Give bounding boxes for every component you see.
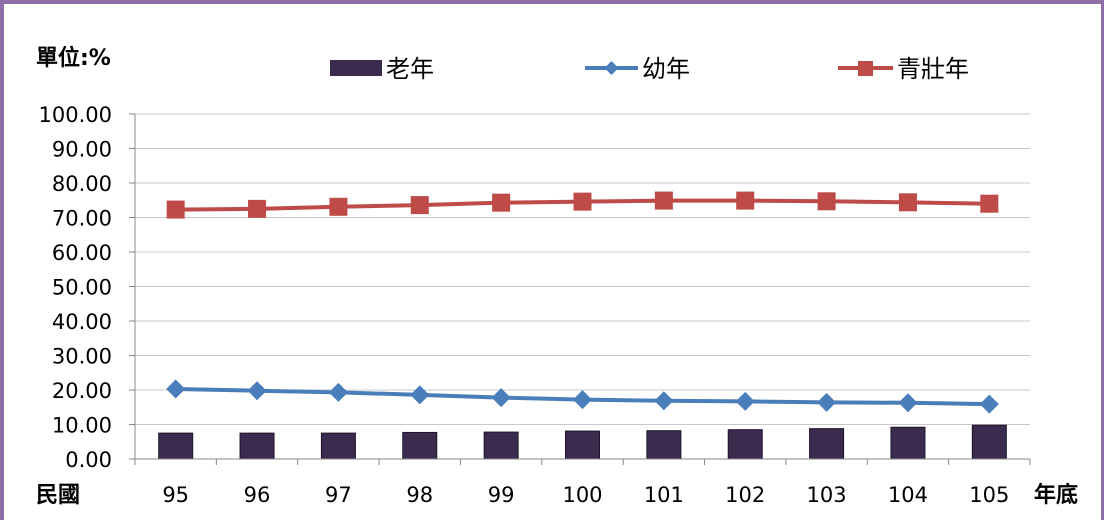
point-youth: [247, 381, 267, 401]
x-tick-label: 100: [562, 483, 602, 507]
point-working-age: [980, 194, 999, 213]
axes: [129, 113, 1031, 465]
legend-label-working-age: 青壯年: [897, 55, 969, 83]
x-prefix-label: 民國: [36, 483, 80, 508]
bar-elderly: [483, 431, 519, 460]
bar-elderly: [971, 424, 1007, 460]
x-tick-label: 95: [162, 483, 189, 507]
point-working-age: [166, 200, 185, 219]
legend-item-youth: 幼年: [585, 55, 690, 83]
tick-labels: 0.00 10.00 20.00 30.00 40.00 50.00 60.00 70.00 8…: [39, 103, 1010, 507]
point-youth: [898, 393, 918, 413]
y-tick-label: 30.00: [52, 345, 112, 369]
y-tick-label: 20.00: [52, 379, 112, 403]
point-youth: [491, 388, 511, 408]
legend-item-working-age: 青壯年: [838, 55, 969, 83]
legend-marker-youth: [604, 61, 619, 75]
point-youth: [328, 382, 348, 402]
lines-group: [166, 191, 999, 414]
legend: 老年 幼年 青壯年: [330, 55, 969, 83]
bar-elderly: [646, 430, 682, 460]
point-youth: [166, 379, 186, 399]
legend-swatch-elderly: [330, 60, 382, 76]
y-tick-label: 0.00: [65, 448, 112, 472]
point-youth: [573, 390, 592, 410]
x-tick-label: 101: [644, 483, 684, 507]
point-youth: [654, 391, 674, 411]
x-tick-label: 103: [807, 483, 847, 507]
legend-label-elderly: 老年: [386, 55, 434, 83]
point-working-age: [817, 192, 836, 211]
point-youth: [735, 391, 755, 411]
x-suffix-label: 年底: [1034, 482, 1078, 508]
bar-elderly: [402, 431, 438, 460]
legend-marker-working-age: [858, 61, 873, 76]
point-working-age: [248, 199, 267, 218]
point-working-age: [492, 193, 511, 212]
x-tick-label: 99: [488, 483, 515, 507]
point-working-age: [654, 191, 673, 210]
y-tick-label: 40.00: [52, 310, 112, 334]
bar-elderly: [320, 432, 356, 460]
bars-group: [158, 424, 1007, 460]
bar-elderly: [565, 430, 600, 460]
point-youth: [410, 385, 430, 405]
y-tick-label: 60.00: [52, 241, 112, 265]
y-tick-label: 50.00: [52, 276, 112, 300]
legend-label-youth: 幼年: [642, 55, 690, 83]
y-tick-label: 70.00: [52, 207, 112, 231]
x-tick-label: 104: [888, 483, 928, 507]
bar-elderly: [727, 429, 763, 460]
y-tick-label: 10.00: [52, 414, 112, 438]
x-tick-label: 105: [969, 483, 1009, 507]
grid-lines: [135, 113, 1030, 425]
x-tick-label: 102: [725, 483, 765, 507]
point-working-age: [573, 192, 592, 211]
point-working-age: [898, 193, 917, 212]
bar-elderly: [890, 426, 926, 460]
point-working-age: [329, 197, 348, 216]
bar-elderly: [239, 432, 275, 460]
point-youth: [817, 392, 837, 412]
y-tick-label: 80.00: [52, 172, 112, 196]
point-youth: [979, 394, 999, 414]
legend-item-elderly: 老年: [330, 55, 434, 83]
point-working-age: [736, 191, 755, 210]
point-working-age: [410, 196, 429, 215]
x-tick-label: 96: [244, 483, 271, 507]
bar-elderly: [809, 428, 845, 460]
y-tick-label: 90.00: [52, 138, 112, 162]
bar-elderly: [158, 432, 194, 460]
unit-label: 單位:%: [36, 45, 111, 71]
x-tick-label: 98: [406, 483, 433, 507]
y-tick-label: 100.00: [39, 103, 112, 127]
x-tick-label: 97: [325, 483, 352, 507]
